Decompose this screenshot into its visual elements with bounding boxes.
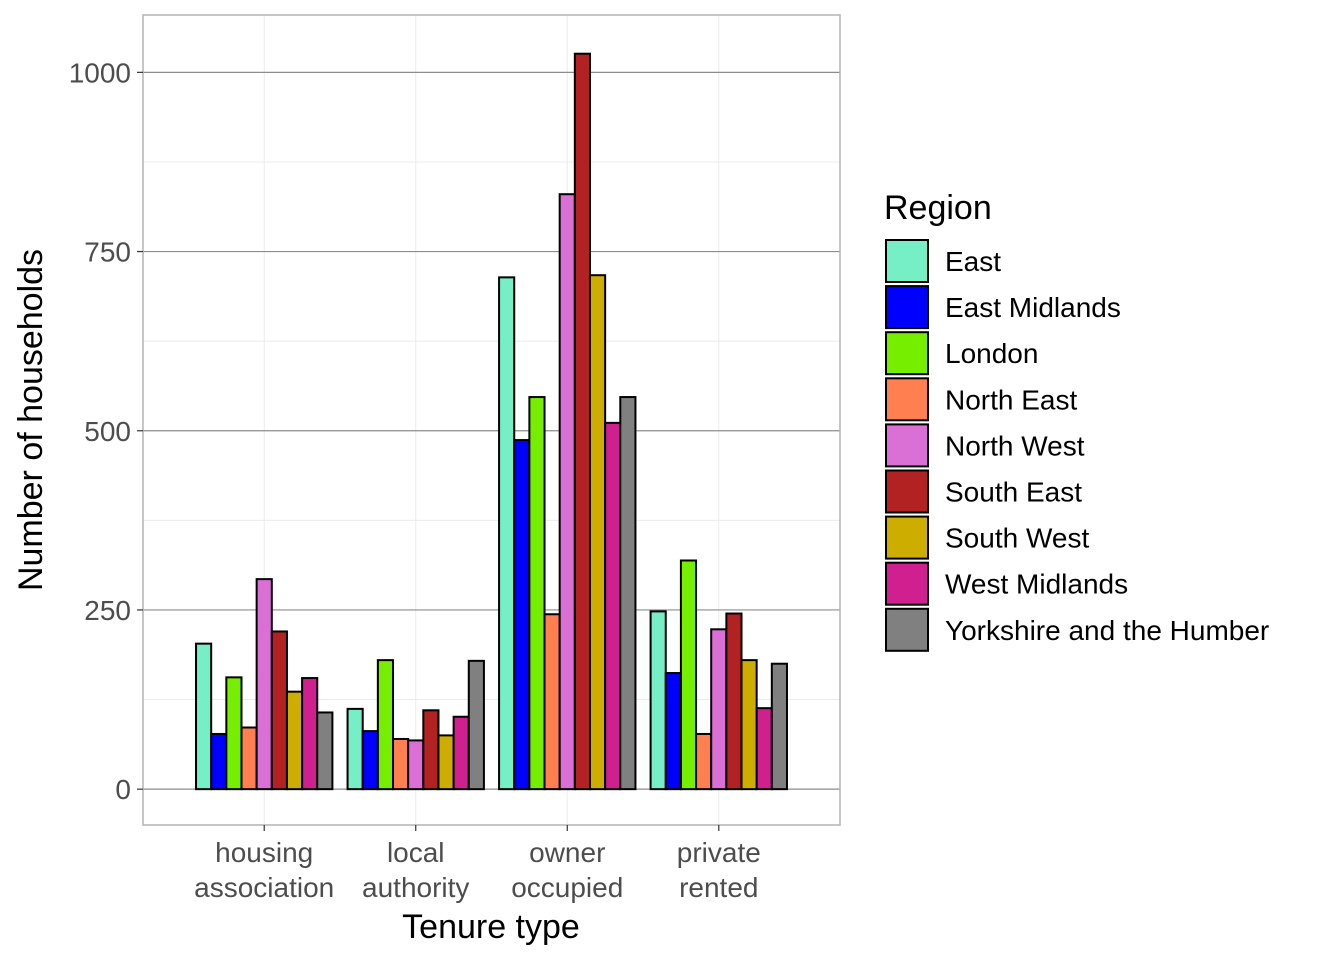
bar xyxy=(195,642,213,791)
y-axis-ticks: 0 250 500 750 1000 xyxy=(69,57,143,805)
bar xyxy=(543,613,561,791)
legend-swatch xyxy=(885,331,929,376)
bar xyxy=(498,276,516,791)
y-axis-title: Number of households xyxy=(12,249,50,591)
bar xyxy=(407,739,425,791)
legend-label: West Midlands xyxy=(945,569,1128,600)
x-axis-ticks: housing association local authority owner occ… xyxy=(194,825,761,903)
x-tick-label: authority xyxy=(362,872,469,903)
bar xyxy=(513,439,531,791)
y-tick-label: 250 xyxy=(84,595,131,626)
bar xyxy=(346,707,364,791)
bar xyxy=(210,732,228,791)
legend-label: North East xyxy=(945,384,1077,415)
x-tick-label: housing xyxy=(215,837,313,868)
legend-swatch xyxy=(885,515,929,560)
bar xyxy=(467,659,485,791)
legend-label: East xyxy=(945,246,1001,277)
bar xyxy=(528,396,546,791)
bar xyxy=(270,630,288,791)
legend-items: East East Midlands London North East North W… xyxy=(885,239,1269,652)
bar xyxy=(422,709,440,791)
bar xyxy=(725,612,743,791)
y-tick-label: 750 xyxy=(84,237,131,268)
legend-label: South West xyxy=(945,523,1089,554)
bar xyxy=(695,732,713,791)
legend-swatch xyxy=(885,285,929,330)
bar xyxy=(452,715,470,791)
bar xyxy=(437,734,455,791)
bar xyxy=(225,676,243,791)
bar xyxy=(664,672,682,791)
x-tick-label: rented xyxy=(679,872,758,903)
y-tick-label: 500 xyxy=(84,416,131,447)
bar xyxy=(710,628,728,791)
x-tick-label: owner xyxy=(529,837,605,868)
bar xyxy=(619,396,637,791)
legend-label: East Midlands xyxy=(945,292,1121,323)
legend-label: Yorkshire and the Humber xyxy=(945,615,1269,646)
bar xyxy=(392,737,410,791)
bar xyxy=(679,559,698,791)
legend-label: South East xyxy=(945,477,1082,508)
legend-swatch xyxy=(885,239,929,283)
legend-title: Region xyxy=(884,189,992,227)
legend-label: London xyxy=(945,338,1038,369)
bar xyxy=(361,730,379,791)
bar xyxy=(558,193,576,791)
bars xyxy=(195,52,788,791)
bar xyxy=(376,659,395,791)
legend-swatch xyxy=(885,561,929,606)
bar xyxy=(604,421,622,791)
x-axis-title: Tenure type xyxy=(402,908,580,946)
legend-swatch xyxy=(885,423,929,468)
x-tick-label: association xyxy=(194,872,334,903)
legend-swatch xyxy=(885,377,929,422)
legend-label: North West xyxy=(945,430,1085,461)
bar xyxy=(240,726,258,791)
bar xyxy=(740,659,758,791)
bar xyxy=(770,662,788,791)
legend: Region East East Midlands London North East… xyxy=(884,189,1269,652)
x-tick-label: private xyxy=(677,837,761,868)
bar xyxy=(588,274,607,791)
x-tick-label: local xyxy=(387,837,445,868)
plot-panel-border xyxy=(142,14,841,826)
x-tick-label: occupied xyxy=(511,872,623,903)
bar xyxy=(255,578,273,791)
bar xyxy=(301,677,319,791)
y-tick-label: 0 xyxy=(115,774,131,805)
y-tick-label: 1000 xyxy=(69,57,131,88)
bar xyxy=(573,52,591,791)
bar xyxy=(755,707,773,791)
bar xyxy=(649,610,667,791)
legend-swatch xyxy=(885,469,929,514)
bar xyxy=(316,711,334,791)
legend-swatch xyxy=(885,607,929,652)
bar xyxy=(285,690,304,791)
